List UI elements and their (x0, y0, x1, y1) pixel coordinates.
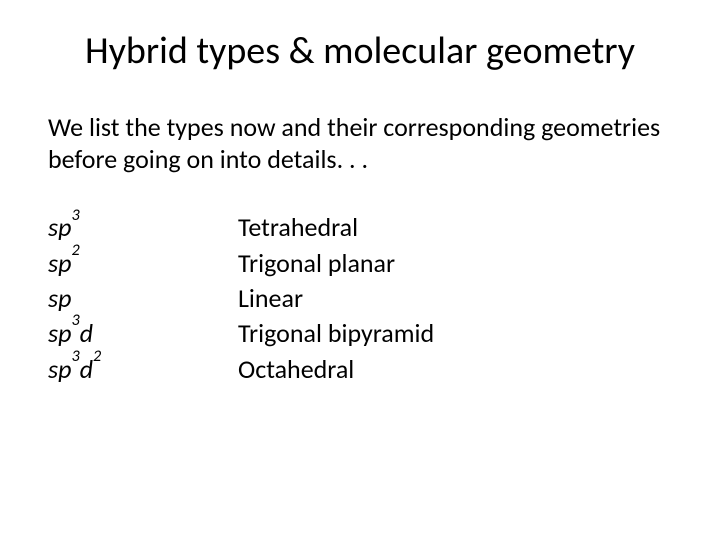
hybrid-geometry-table: sp3Tetrahedralsp2Trigonal planarsp Linea… (48, 211, 672, 385)
intro-text: We list the types now and their correspo… (48, 112, 672, 175)
geometry-name: Tetrahedral (238, 211, 672, 244)
geometry-name: Trigonal planar (238, 247, 672, 280)
geometry-name: Octahedral (238, 353, 672, 386)
slide-title: Hybrid types & molecular geometry (48, 28, 672, 74)
hybrid-type: sp3d (48, 317, 238, 350)
hybrid-type: sp2 (48, 247, 238, 280)
geometry-name: Linear (238, 282, 672, 315)
hybrid-type: sp3d2 (48, 353, 238, 386)
geometry-name: Trigonal bipyramid (238, 317, 672, 350)
slide: Hybrid types & molecular geometry We lis… (0, 0, 720, 540)
hybrid-type: sp3 (48, 211, 238, 244)
